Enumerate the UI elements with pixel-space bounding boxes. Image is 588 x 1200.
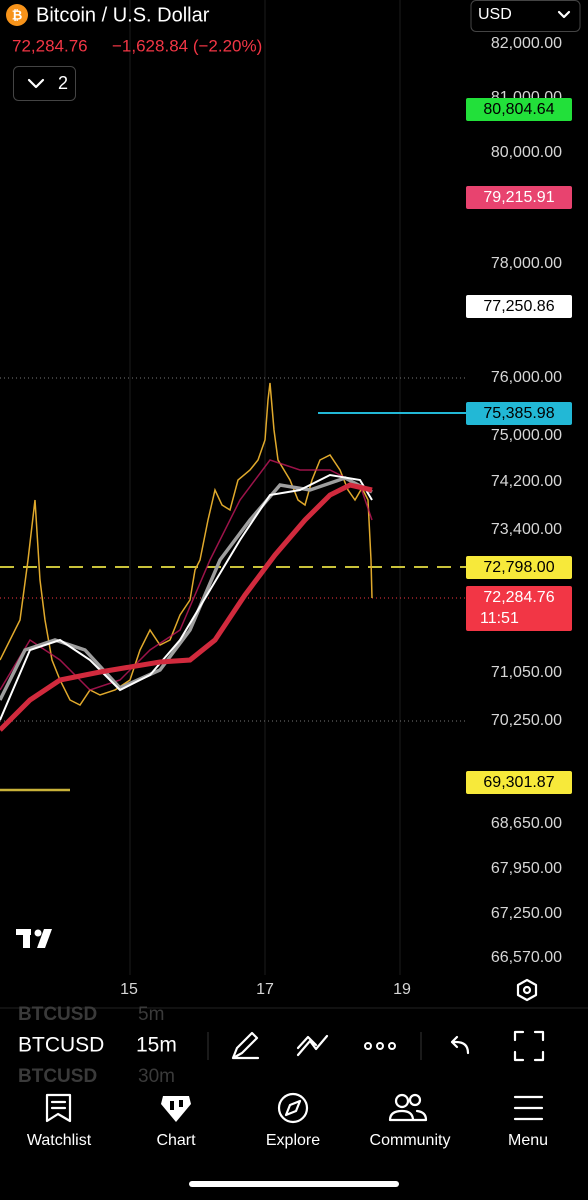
ghost-symbol: BTCUSD — [18, 1066, 97, 1087]
ma-red — [0, 482, 373, 732]
fullscreen[interactable] — [513, 1030, 545, 1062]
badge — [466, 586, 572, 631]
price-label: 82,000.00 — [491, 35, 562, 52]
settings-icon[interactable] — [516, 978, 538, 1002]
nav-label[interactable]: Watchlist — [27, 1132, 92, 1149]
explore-icon[interactable] — [277, 1092, 309, 1124]
badge-label: 72,284.76 — [483, 589, 554, 606]
badge-label: 77,250.86 — [483, 298, 554, 315]
price-label: 71,050.00 — [491, 664, 562, 681]
price-label: 80,000.00 — [491, 144, 562, 161]
price-label: 67,950.00 — [491, 860, 562, 877]
menu-icon[interactable] — [513, 1095, 544, 1121]
price-label: 66,570.00 — [491, 949, 562, 966]
price-label: 73,400.00 — [491, 521, 562, 538]
badge — [466, 771, 572, 794]
price-label: 78,000.00 — [491, 255, 562, 272]
price-label: 76,000.00 — [491, 369, 562, 386]
indicator-count: 2 — [58, 73, 68, 93]
price-change: −1,628.84 (−2.20%) — [112, 36, 262, 55]
badge-label: 79,215.91 — [483, 189, 554, 206]
ghost-interval: 5m — [138, 1004, 164, 1025]
nav-label[interactable]: Explore — [266, 1132, 320, 1149]
price-label: 68,650.00 — [491, 815, 562, 832]
chart-icon[interactable] — [161, 1096, 191, 1122]
coin-glyph: ₿ — [12, 7, 23, 22]
nav-label[interactable]: Community — [370, 1132, 451, 1149]
badge — [466, 402, 572, 425]
time-label: 17 — [256, 981, 274, 998]
explore-needle — [284, 1099, 302, 1117]
badge — [466, 186, 572, 209]
badge — [466, 556, 572, 579]
currency: USD — [478, 6, 512, 23]
chevron — [557, 10, 571, 19]
toolbar-interval[interactable]: 15m — [136, 1034, 177, 1057]
countdown: 11:51 — [480, 610, 519, 627]
ma-fast — [0, 459, 373, 691]
badge-label: 75,385.98 — [483, 405, 554, 422]
price-label: 75,000.00 — [491, 427, 562, 444]
badge-label: 80,804.64 — [483, 101, 554, 118]
coin-icon — [6, 4, 28, 26]
badge — [466, 98, 572, 121]
settings-icon-dot — [522, 985, 532, 995]
badge-label: 69,301.87 — [483, 774, 554, 791]
badge-label: 72,798.00 — [483, 559, 554, 576]
home-indicator — [189, 1181, 399, 1187]
chevron — [27, 78, 45, 89]
ghost-symbol: BTCUSD — [18, 1004, 97, 1025]
time-label: 19 — [393, 981, 411, 998]
toolbar-symbol[interactable]: BTCUSD — [18, 1034, 104, 1057]
price-label: 74,200.00 — [491, 473, 562, 490]
ma-grey — [0, 476, 373, 701]
community-icon[interactable] — [388, 1093, 428, 1122]
price-label: 67,250.00 — [491, 905, 562, 922]
draw-tool[interactable] — [231, 1031, 260, 1060]
ma-white — [0, 473, 373, 721]
nav-label[interactable]: Chart — [156, 1132, 196, 1149]
currency-select[interactable] — [470, 0, 581, 32]
ghost-interval: 30m — [138, 1066, 175, 1087]
symbol-title[interactable]: Bitcoin / U.S. Dollar — [36, 4, 210, 26]
trend-tool[interactable] — [296, 1034, 329, 1057]
logo — [16, 929, 52, 948]
time-label: 15 — [120, 981, 138, 998]
price-label: 70,250.00 — [491, 712, 562, 729]
badge — [466, 295, 572, 318]
grid — [129, 0, 401, 975]
chart-icon-candles — [170, 1100, 183, 1110]
more-tool[interactable] — [364, 1042, 396, 1050]
nav-label[interactable]: Menu — [508, 1132, 548, 1149]
indicator-toggle[interactable] — [13, 66, 76, 101]
undo[interactable] — [450, 1035, 470, 1055]
last-price: 72,284.76 — [12, 36, 88, 55]
watchlist-icon[interactable] — [45, 1093, 72, 1123]
